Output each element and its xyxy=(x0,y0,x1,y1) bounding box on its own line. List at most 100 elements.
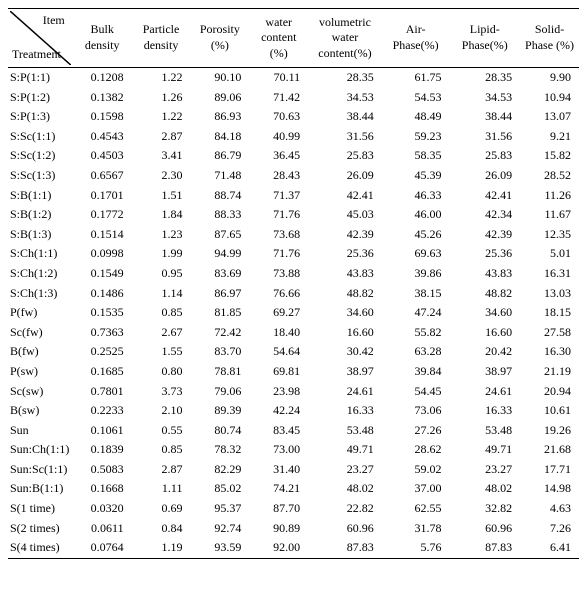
row-label: Sun:Ch(1:1) xyxy=(8,440,73,460)
cell: 34.60 xyxy=(449,303,520,323)
cell: 78.81 xyxy=(190,362,249,382)
cell: 53.48 xyxy=(449,421,520,441)
cell: 86.97 xyxy=(190,284,249,304)
cell: 1.55 xyxy=(132,342,191,362)
cell: 0.5083 xyxy=(73,460,132,480)
table-row: P(fw)0.15350.8581.8569.2734.6047.2434.60… xyxy=(8,303,579,323)
row-label: Sun:Sc(1:1) xyxy=(8,460,73,480)
cell: 16.33 xyxy=(308,401,382,421)
cell: 0.1061 xyxy=(73,421,132,441)
table-row: P(sw)0.16850.8078.8169.8138.9739.8438.97… xyxy=(8,362,579,382)
cell: 0.2233 xyxy=(73,401,132,421)
cell: 42.39 xyxy=(308,225,382,245)
cell: 62.55 xyxy=(382,499,450,519)
cell: 0.1514 xyxy=(73,225,132,245)
cell: 23.98 xyxy=(249,382,308,402)
cell: 24.61 xyxy=(449,382,520,402)
cell: 42.39 xyxy=(449,225,520,245)
cell: 43.83 xyxy=(308,264,382,284)
cell: 1.11 xyxy=(132,479,191,499)
cell: 0.1549 xyxy=(73,264,132,284)
table-row: Sun:B(1:1)0.16681.1185.0274.2148.0237.00… xyxy=(8,479,579,499)
cell: 16.30 xyxy=(520,342,579,362)
cell: 1.14 xyxy=(132,284,191,304)
row-label: S:Ch(1:2) xyxy=(8,264,73,284)
table-row: S:Ch(1:2)0.15490.9583.6973.8843.8339.864… xyxy=(8,264,579,284)
cell: 71.42 xyxy=(249,88,308,108)
cell: 0.85 xyxy=(132,303,191,323)
cell: 25.36 xyxy=(308,244,382,264)
cell: 28.35 xyxy=(449,68,520,88)
cell: 0.1598 xyxy=(73,107,132,127)
cell: 27.26 xyxy=(382,421,450,441)
cell: 12.35 xyxy=(520,225,579,245)
cell: 32.82 xyxy=(449,499,520,519)
cell: 73.68 xyxy=(249,225,308,245)
cell: 27.58 xyxy=(520,323,579,343)
cell: 54.64 xyxy=(249,342,308,362)
cell: 20.94 xyxy=(520,382,579,402)
cell: 31.78 xyxy=(382,519,450,539)
cell: 95.37 xyxy=(190,499,249,519)
table-row: Sc(sw)0.78013.7379.0623.9824.6154.4524.6… xyxy=(8,382,579,402)
cell: 87.83 xyxy=(449,538,520,558)
row-label: S(1 time) xyxy=(8,499,73,519)
cell: 78.32 xyxy=(190,440,249,460)
table-row: Sun0.10610.5580.7483.4553.4827.2653.4819… xyxy=(8,421,579,441)
cell: 94.99 xyxy=(190,244,249,264)
col-header: Solid- Phase (%) xyxy=(520,9,579,68)
cell: 49.71 xyxy=(449,440,520,460)
col-header: water content (%) xyxy=(249,9,308,68)
cell: 38.44 xyxy=(449,107,520,127)
cell: 2.67 xyxy=(132,323,191,343)
row-label: S:Ch(1:3) xyxy=(8,284,73,304)
cell: 73.88 xyxy=(249,264,308,284)
table-row: S:B(1:1)0.17011.5188.7471.3742.4146.3342… xyxy=(8,186,579,206)
cell: 0.1208 xyxy=(73,68,132,88)
cell: 1.22 xyxy=(132,107,191,127)
cell: 28.52 xyxy=(520,166,579,186)
cell: 1.22 xyxy=(132,68,191,88)
header-diag-cell: Item Treatment xyxy=(8,9,73,68)
row-label: S:B(1:1) xyxy=(8,186,73,206)
table-row: S:Ch(1:3)0.14861.1486.9776.6648.8238.154… xyxy=(8,284,579,304)
cell: 71.76 xyxy=(249,205,308,225)
row-label: S:P(1:2) xyxy=(8,88,73,108)
cell: 28.35 xyxy=(308,68,382,88)
cell: 2.87 xyxy=(132,460,191,480)
row-label: Sc(sw) xyxy=(8,382,73,402)
cell: 24.61 xyxy=(308,382,382,402)
cell: 47.24 xyxy=(382,303,450,323)
cell: 60.96 xyxy=(449,519,520,539)
cell: 21.19 xyxy=(520,362,579,382)
cell: 89.06 xyxy=(190,88,249,108)
cell: 3.41 xyxy=(132,146,191,166)
cell: 83.45 xyxy=(249,421,308,441)
cell: 73.06 xyxy=(382,401,450,421)
cell: 43.83 xyxy=(449,264,520,284)
cell: 30.42 xyxy=(308,342,382,362)
cell: 82.29 xyxy=(190,460,249,480)
cell: 93.59 xyxy=(190,538,249,558)
cell: 0.7801 xyxy=(73,382,132,402)
table-row: S:Sc(1:3)0.65672.3071.4828.4326.0945.392… xyxy=(8,166,579,186)
cell: 21.68 xyxy=(520,440,579,460)
cell: 46.00 xyxy=(382,205,450,225)
cell: 28.43 xyxy=(249,166,308,186)
cell: 0.95 xyxy=(132,264,191,284)
cell: 76.66 xyxy=(249,284,308,304)
cell: 83.69 xyxy=(190,264,249,284)
cell: 34.53 xyxy=(308,88,382,108)
data-table: Item Treatment Bulk density Particle den… xyxy=(8,8,579,559)
cell: 71.76 xyxy=(249,244,308,264)
cell: 48.02 xyxy=(449,479,520,499)
cell: 0.1772 xyxy=(73,205,132,225)
col-header: Porosity (%) xyxy=(190,9,249,68)
cell: 45.03 xyxy=(308,205,382,225)
table-row: B(fw)0.25251.5583.7054.6430.4263.2820.42… xyxy=(8,342,579,362)
table-row: S:P(1:2)0.13821.2689.0671.4234.5354.5334… xyxy=(8,88,579,108)
cell: 13.07 xyxy=(520,107,579,127)
cell: 42.34 xyxy=(449,205,520,225)
header-diag-bottom: Treatment xyxy=(12,47,61,63)
row-label: P(sw) xyxy=(8,362,73,382)
